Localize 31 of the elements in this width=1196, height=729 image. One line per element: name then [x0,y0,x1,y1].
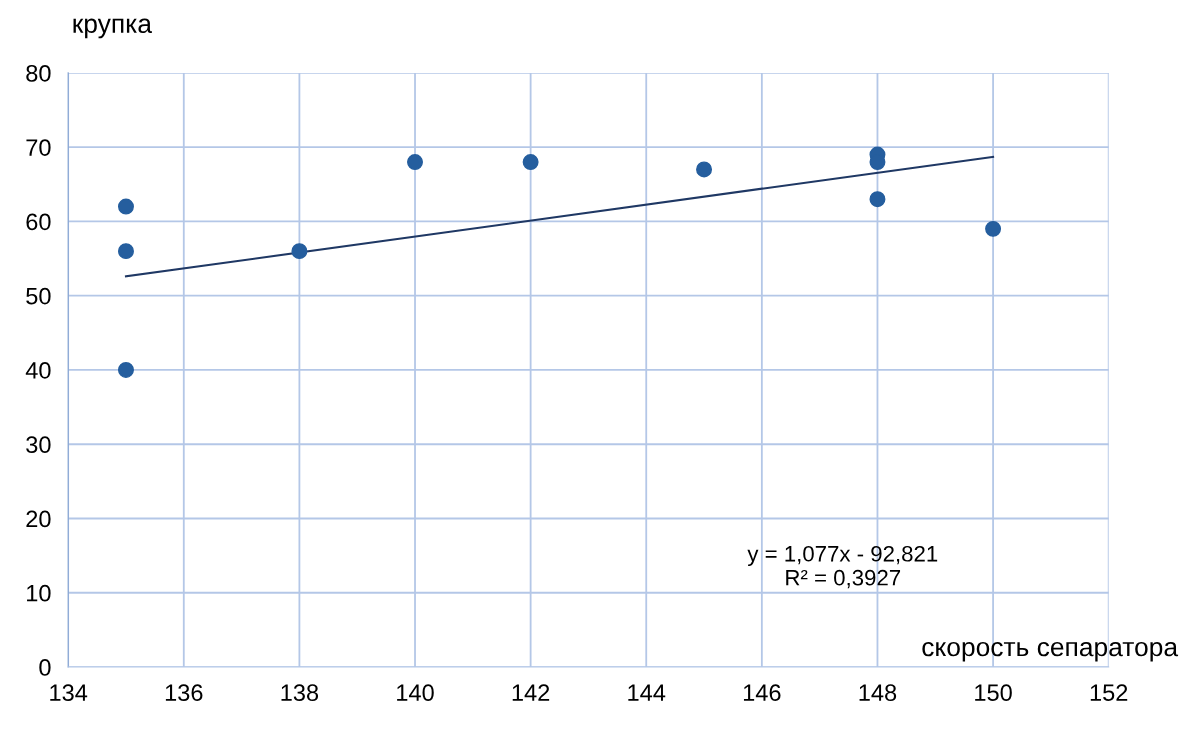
x-tick-label: 134 [50,684,88,702]
x-tick-label: 136 [165,684,203,702]
y-tick-label: 10 [27,584,51,602]
point [407,154,423,170]
point [522,154,539,170]
x-axis-title: скорость сепаратора [922,641,1179,662]
point [696,161,713,178]
y-tick-label: 60 [26,213,51,231]
point [291,243,308,260]
annotation: y = 1,077x - 92,821 R² = 0,3927 [747,545,938,589]
x-tick-label: 152 [1090,684,1128,702]
y-tick-label: 50 [26,287,51,305]
point [869,191,886,208]
point [118,243,134,260]
x-tick-label: 138 [281,684,319,702]
point [118,198,134,215]
x-tick-label: 140 [397,684,434,702]
x-tick-label: 146 [743,684,781,702]
x-tick-label: 150 [975,684,1012,702]
point [118,361,134,378]
x-tick-label: 148 [859,684,897,702]
y-tick-label: 20 [26,510,51,528]
x-tick-label: 142 [512,684,550,701]
y-tick-label: 40 [25,362,51,379]
y-tick-label: 70 [26,139,51,156]
y-tick-label: 80 [26,64,51,82]
y-tick-label: 30 [26,436,51,454]
point [985,220,1002,237]
x-tick-label: 144 [628,684,666,701]
y-tick-label: 0 [39,659,51,676]
y-axis-title: крупка [73,18,152,39]
